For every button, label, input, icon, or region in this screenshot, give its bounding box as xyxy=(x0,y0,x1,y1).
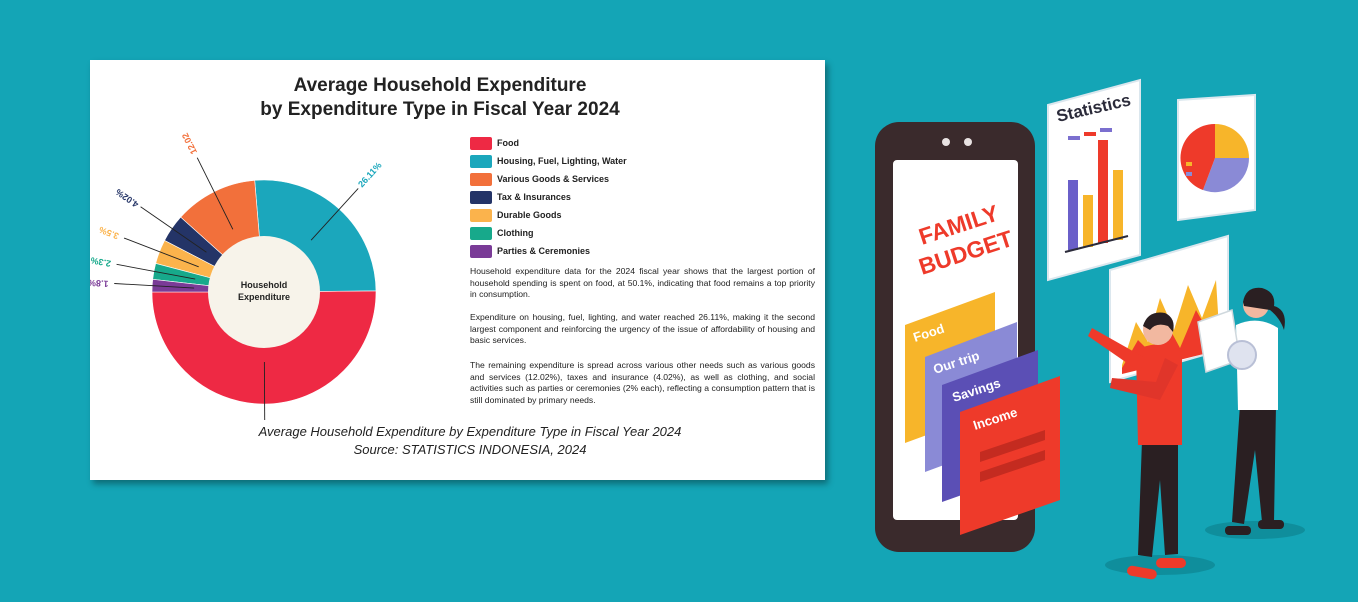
data-label: 4.02% xyxy=(114,187,141,210)
pie-icon xyxy=(1215,124,1249,158)
data-label: 1.8% xyxy=(90,278,109,289)
bar-icon xyxy=(1113,170,1123,240)
legend-swatch xyxy=(470,191,492,204)
legend-label: Tax & Insurances xyxy=(497,192,571,202)
leader-line xyxy=(114,283,195,289)
statistics-board: Statistics xyxy=(1047,78,1141,282)
data-label: 12.02 xyxy=(180,131,199,156)
legend-swatch xyxy=(470,245,492,258)
data-label: 2.3% xyxy=(90,255,112,269)
family-budget-illustration: Statistics FAMILY BUDGET Food xyxy=(875,78,1305,580)
data-label: 3.5% xyxy=(98,224,121,241)
caption-line-1: Average Household Expenditure by Expendi… xyxy=(258,424,682,439)
leader-line xyxy=(123,237,199,268)
floor-shadow xyxy=(1205,521,1305,539)
legend-label: Food xyxy=(497,138,519,148)
infographic-card: Average Household Expenditure by Expendi… xyxy=(90,60,825,480)
legend-label: Housing, Fuel, Lighting, Water xyxy=(497,156,627,166)
legend-swatch xyxy=(470,227,492,240)
center-label-line-2: Expenditure xyxy=(238,292,290,302)
legend-swatch xyxy=(470,155,492,168)
pie-chart-board xyxy=(1177,93,1256,222)
donut-hole xyxy=(208,236,320,348)
description-paragraph-1: Household expenditure data for the 2024 … xyxy=(470,266,815,299)
caption-source: Source: STATISTICS INDONESIA, 2024 xyxy=(353,442,587,457)
description-paragraph-2: Expenditure on housing, fuel, lighting, … xyxy=(470,312,815,345)
bar-icon xyxy=(1068,180,1078,250)
legend-swatch xyxy=(470,137,492,150)
legend-label: Various Goods & Services xyxy=(497,174,610,184)
legend-label: Parties & Ceremonies xyxy=(497,246,591,256)
woman-reading xyxy=(1197,287,1285,535)
chart-title: Average Household Expenditure by Expendi… xyxy=(90,74,790,122)
legend-swatch xyxy=(470,173,492,186)
legend-label: Durable Goods xyxy=(497,210,562,220)
leader-line xyxy=(140,206,207,253)
bar-icon xyxy=(1098,140,1108,243)
legend-swatch xyxy=(470,209,492,222)
donut-chart: Household Expenditure 50.1%26.11%12.024.… xyxy=(90,131,384,420)
leader-line xyxy=(116,263,196,280)
title-line-2: by Expenditure Type in Fiscal Year 2024 xyxy=(260,99,620,120)
leader-line xyxy=(196,157,234,230)
center-label-line-1: Household xyxy=(241,280,288,290)
magnifier-icon xyxy=(1227,340,1257,370)
description-paragraph-3: The remaining expenditure is spread acro… xyxy=(470,360,815,405)
legend-label: Clothing xyxy=(497,228,534,238)
leader-line xyxy=(310,188,359,241)
bar-icon xyxy=(1083,195,1093,247)
title-line-1: Average Household Expenditure xyxy=(293,75,587,96)
man-pointing xyxy=(1088,312,1186,580)
budget-card-income: Income xyxy=(960,376,1060,535)
data-label: 26.11% xyxy=(356,160,384,189)
